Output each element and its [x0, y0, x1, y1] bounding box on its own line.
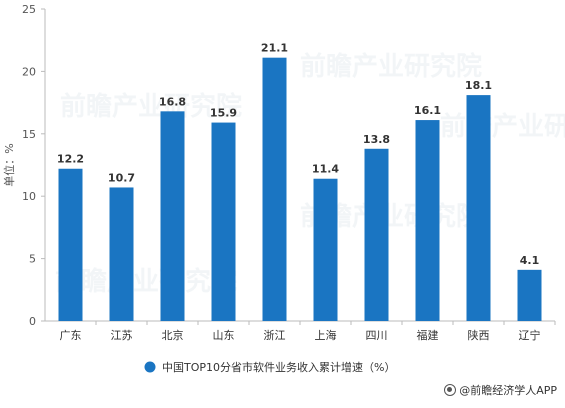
x-tick-label-山东: 山东 [213, 329, 235, 342]
y-tick-label-20: 20 [22, 65, 36, 78]
bar-上海 [313, 178, 338, 321]
x-tick-label-陕西: 陕西 [468, 328, 490, 342]
x-tick-label-北京: 北京 [162, 328, 184, 342]
bar-江苏 [109, 187, 134, 321]
y-axis-title: 单位：% [2, 143, 16, 186]
y-tick-label-0: 0 [29, 315, 36, 328]
watermark-2: 前瞻产业研究院 [300, 51, 482, 82]
watermark-5: 前瞻产业研究院 [440, 111, 565, 142]
credit-text: @前瞻经济学人APP [459, 384, 557, 397]
data-label-浙江: 21.1 [261, 42, 288, 55]
source-credit: @前瞻经济学人APP [444, 382, 557, 398]
watermark-1: 前瞻产业研究院 [60, 91, 242, 122]
bar-陕西 [466, 95, 491, 321]
bar-四川 [364, 148, 389, 321]
data-label-陕西: 18.1 [465, 79, 492, 92]
data-label-北京: 16.8 [159, 95, 186, 108]
legend-marker [144, 361, 156, 373]
data-label-辽宁: 4.1 [520, 254, 540, 267]
bar-山东 [211, 122, 236, 322]
bar-广东 [58, 168, 83, 321]
data-label-江苏: 10.7 [108, 171, 135, 184]
y-tick-label-25: 25 [22, 3, 36, 16]
x-tick-label-福建: 福建 [417, 328, 439, 342]
brand-logo-icon [444, 384, 457, 396]
bar-福建 [415, 120, 440, 322]
x-tick-label-浙江: 浙江 [264, 329, 286, 342]
data-label-四川: 13.8 [363, 133, 390, 146]
watermark-3: 前瞻产业研究院 [55, 266, 237, 297]
data-label-上海: 11.4 [312, 163, 339, 176]
y-tick-label-5: 5 [29, 253, 36, 266]
y-tick-label-15: 15 [22, 128, 36, 141]
bar-辽宁 [517, 269, 542, 321]
x-tick-label-四川: 四川 [366, 329, 388, 342]
bar-北京 [160, 111, 185, 321]
legend-label: 中国TOP10分省市软件业务收入累计增速（%） [162, 360, 395, 374]
x-tick-label-江苏: 江苏 [111, 329, 133, 342]
x-tick-label-辽宁: 辽宁 [519, 328, 541, 342]
y-tick-label-10: 10 [22, 190, 36, 203]
x-tick-label-上海: 上海 [315, 328, 337, 342]
bar-浙江 [262, 57, 287, 322]
x-tick-label-广东: 广东 [60, 329, 82, 342]
data-label-山东: 15.9 [210, 107, 237, 120]
data-label-福建: 16.1 [414, 104, 441, 117]
data-label-广东: 12.2 [57, 153, 84, 166]
